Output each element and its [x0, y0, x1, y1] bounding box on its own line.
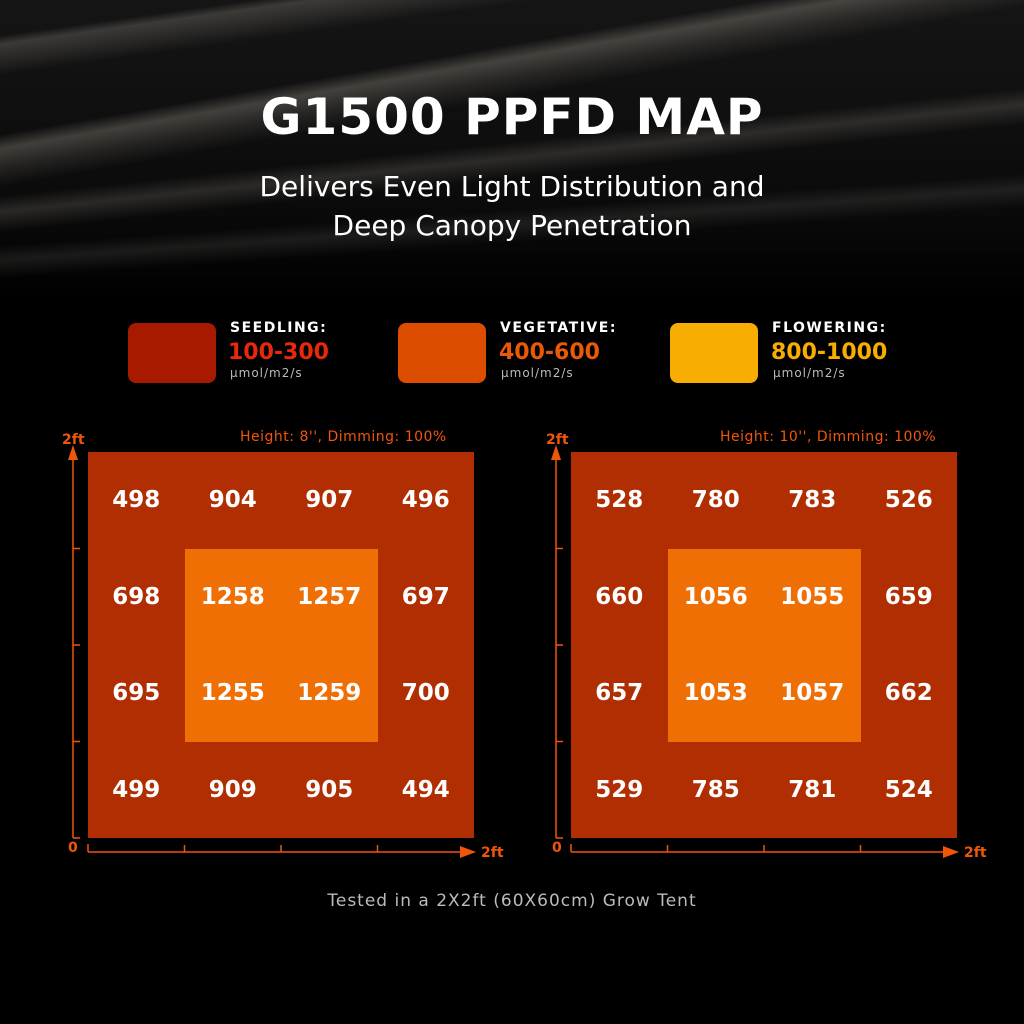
ppfd-cell: 781 — [788, 776, 837, 803]
ppfd-cell: 1258 — [200, 583, 265, 610]
page-title: G1500 PPFD MAP — [260, 88, 764, 146]
ppfd-cell: 524 — [884, 776, 933, 803]
ppfd-cell: 1255 — [200, 680, 265, 707]
ppfd-cell: 1257 — [297, 583, 362, 610]
ppfd-cell: 780 — [691, 487, 740, 514]
legend-swatch-seedling — [128, 323, 216, 383]
map-2-origin-label: 0 — [552, 840, 562, 856]
ppfd-cell: 498 — [112, 487, 161, 514]
map-2-condition: Height: 10'', Dimming: 100% — [720, 429, 937, 445]
footer-note: Tested in a 2X2ft (60X60cm) Grow Tent — [327, 891, 697, 911]
ppfd-cell: 905 — [305, 776, 354, 803]
map-1-origin-label: 0 — [68, 840, 78, 856]
ppfd-cell: 1259 — [297, 680, 362, 707]
ppfd-cell: 662 — [884, 680, 933, 707]
legend-unit-vegetative: μmol/m2/s — [501, 366, 574, 380]
ppfd-cell: 697 — [401, 583, 450, 610]
ppfd-cell: 528 — [595, 487, 644, 514]
map-2-x-end-label: 2ft — [964, 845, 987, 861]
legend-range-flowering: 800-1000 — [771, 340, 888, 365]
legend-range-vegetative: 400-600 — [499, 340, 600, 365]
ppfd-cell: 496 — [401, 487, 450, 514]
map-2-y-end-label: 2ft — [546, 432, 569, 448]
ppfd-cell: 1055 — [780, 583, 845, 610]
ppfd-cell: 907 — [305, 487, 354, 514]
ppfd-cell: 695 — [112, 680, 161, 707]
ppfd-cell: 526 — [884, 487, 933, 514]
ppfd-cell: 1056 — [683, 583, 748, 610]
y-axis-arrow — [68, 445, 78, 460]
high-ppfd-zone — [184, 548, 378, 742]
legend-name-vegetative: VEGETATIVE: — [500, 320, 617, 336]
subtitle-line-2: Deep Canopy Penetration — [332, 209, 692, 242]
legend-swatch-flowering — [670, 323, 758, 383]
high-ppfd-zone — [667, 548, 861, 742]
ppfd-map-8in: 498 904 907 496 698 1258 1257 697 695 1255 1259 700… — [88, 452, 474, 838]
ppfd-cell: 783 — [788, 487, 837, 514]
x-axis-arrow — [943, 846, 959, 858]
legend-name-seedling: SEEDLING: — [230, 320, 328, 336]
subtitle-line-1: Delivers Even Light Distribution and — [259, 170, 765, 203]
ppfd-cell: 499 — [112, 776, 161, 803]
x-axis-arrow — [460, 846, 476, 858]
map-1-condition: Height: 8'', Dimming: 100% — [240, 429, 447, 445]
map-1-y-end-label: 2ft — [62, 432, 85, 448]
legend-range-seedling: 100-300 — [228, 340, 329, 365]
ppfd-cell: 657 — [595, 680, 644, 707]
ppfd-cell: 659 — [884, 583, 933, 610]
ppfd-cell: 904 — [208, 487, 257, 514]
legend-unit-seedling: μmol/m2/s — [230, 366, 303, 380]
ppfd-cell: 1053 — [683, 680, 748, 707]
legend-unit-flowering: μmol/m2/s — [773, 366, 846, 380]
ppfd-cell: 660 — [595, 583, 644, 610]
light-fixture-background — [0, 0, 1024, 300]
ppfd-cell: 1057 — [780, 680, 845, 707]
ppfd-cell: 700 — [401, 680, 450, 707]
ppfd-cell: 785 — [691, 776, 740, 803]
ppfd-map-10in: 528 780 783 526 660 1056 1055 659 657 1053 1057 662… — [571, 452, 957, 838]
ppfd-cell: 529 — [595, 776, 644, 803]
legend-name-flowering: FLOWERING: — [772, 320, 887, 336]
ppfd-cell: 909 — [208, 776, 257, 803]
ppfd-cell: 494 — [401, 776, 450, 803]
legend-swatch-vegetative — [398, 323, 486, 383]
y-axis-arrow — [551, 445, 561, 460]
map-1-x-end-label: 2ft — [481, 845, 504, 861]
ppfd-cell: 698 — [112, 583, 161, 610]
